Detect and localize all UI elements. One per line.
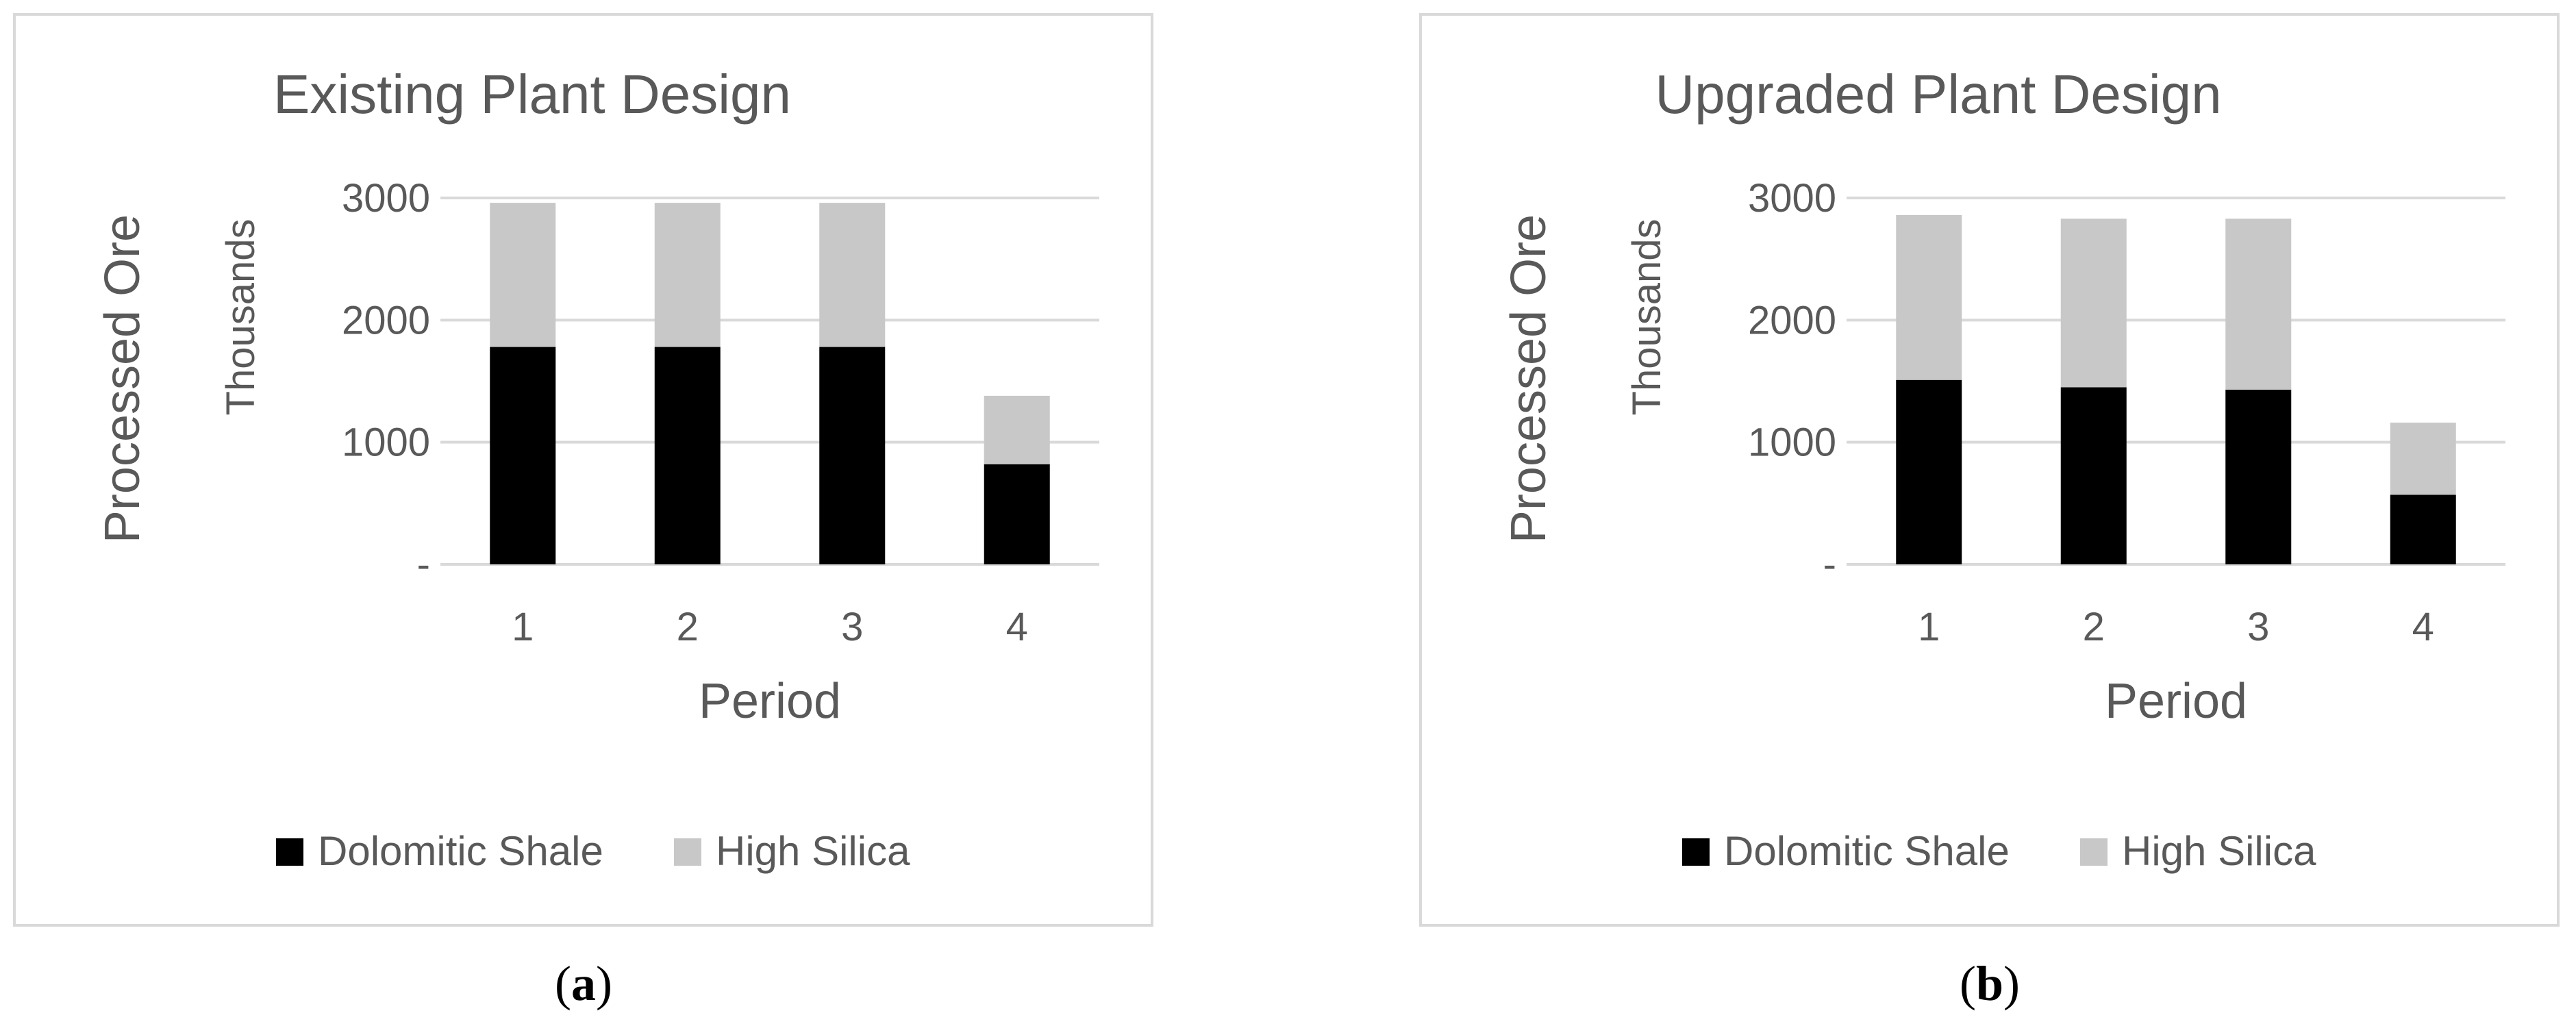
bar-dolomitic-shale xyxy=(2390,495,2456,564)
x-tick-label: 3 xyxy=(841,605,863,649)
legend-label-high-silica: High Silica xyxy=(2122,828,2316,874)
caption-close: ) xyxy=(2003,956,2020,1011)
y-tick-label: 2000 xyxy=(342,298,430,342)
x-axis-title: Period xyxy=(699,674,841,729)
bar-high-silica xyxy=(1896,214,1962,380)
caption-open: ( xyxy=(1959,956,1976,1011)
caption-a: (a) xyxy=(481,955,686,1012)
y-tick-label: - xyxy=(417,542,430,587)
bar-dolomitic-shale xyxy=(2225,389,2292,564)
legend-swatch-high-silica xyxy=(674,838,701,866)
legend-label-dolomitic-shale: Dolomitic Shale xyxy=(318,828,603,874)
legend-label-high-silica: High Silica xyxy=(716,828,910,874)
legend-swatch-dolomitic-shale xyxy=(1682,838,1710,866)
caption-close: ) xyxy=(596,956,612,1011)
y-tick-label: 2000 xyxy=(1748,298,1836,342)
x-axis-title: Period xyxy=(2105,674,2247,729)
legend-swatch-dolomitic-shale xyxy=(276,838,303,866)
caption-letter: b xyxy=(1975,956,2004,1011)
chart-panel-upgraded: Upgraded Plant Design - 1000 2000 3000 1 2 3 4 Pe… xyxy=(1419,13,2560,927)
y-tick-label: 1000 xyxy=(1748,421,1836,465)
bar-dolomitic-shale xyxy=(490,347,556,564)
caption-letter: a xyxy=(571,956,596,1011)
x-tick-label: 1 xyxy=(1918,605,1940,649)
x-tick-label: 3 xyxy=(2247,605,2269,649)
bar-high-silica xyxy=(490,203,556,347)
x-tick-label: 4 xyxy=(2412,605,2434,649)
bar-dolomitic-shale xyxy=(654,347,721,564)
y-tick-label: 3000 xyxy=(1748,176,1836,221)
bar-dolomitic-shale xyxy=(2060,387,2127,564)
x-tick-label: 1 xyxy=(512,605,534,649)
chart-svg-existing: Existing Plant Design - 1000 2000 3000 1 2 3 4 Pe… xyxy=(95,64,1099,874)
legend-label-dolomitic-shale: Dolomitic Shale xyxy=(1724,828,2010,874)
y-unit-label: Thousands xyxy=(1625,219,1669,416)
chart-svg-upgraded: Upgraded Plant Design - 1000 2000 3000 1 2 3 4 Pe… xyxy=(1501,64,2505,874)
caption-b: (b) xyxy=(1887,955,2092,1012)
y-tick-label: 3000 xyxy=(342,176,430,221)
bar-high-silica xyxy=(819,203,886,347)
chart-title: Existing Plant Design xyxy=(273,64,791,125)
bar-high-silica xyxy=(654,203,721,347)
x-tick-label: 4 xyxy=(1006,605,1028,649)
y-tick-label: - xyxy=(1823,542,1836,587)
x-tick-label: 2 xyxy=(677,605,699,649)
bar-dolomitic-shale xyxy=(984,464,1050,564)
y-tick-label: 1000 xyxy=(342,421,430,465)
caption-open: ( xyxy=(555,956,571,1011)
chart-panel-existing: Existing Plant Design - 1000 2000 3000 1 2 3 4 Pe… xyxy=(13,13,1153,927)
bar-high-silica xyxy=(2225,218,2292,390)
bar-dolomitic-shale xyxy=(1896,379,1962,564)
chart-title: Upgraded Plant Design xyxy=(1655,64,2221,125)
y-unit-label: Thousands xyxy=(218,219,263,416)
bar-high-silica xyxy=(2390,423,2456,495)
x-tick-label: 2 xyxy=(2083,605,2105,649)
y-axis-title: Processed Ore xyxy=(1501,214,1556,543)
y-axis-title: Processed Ore xyxy=(95,214,150,543)
legend-swatch-high-silica xyxy=(2080,838,2108,866)
bar-high-silica xyxy=(984,395,1050,464)
bar-dolomitic-shale xyxy=(819,347,886,564)
bar-high-silica xyxy=(2060,218,2127,388)
